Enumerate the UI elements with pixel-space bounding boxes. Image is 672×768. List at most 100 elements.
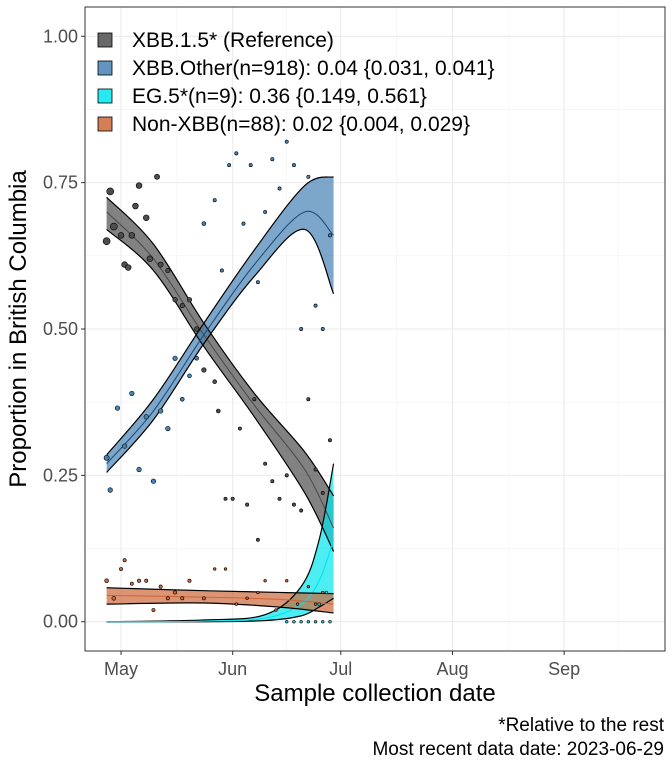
data-point-3 (213, 567, 217, 571)
confidence-band-1 (106, 176, 334, 473)
x-tick-label: Sep (548, 659, 580, 679)
band-upper-edge-1 (106, 176, 334, 456)
x-axis-title: Sample collection date (254, 680, 495, 707)
data-point-3 (129, 581, 134, 586)
data-point-0 (146, 255, 154, 262)
data-point-3 (223, 567, 228, 571)
data-point-1 (291, 163, 296, 168)
data-point-0 (299, 508, 304, 513)
data-point-2 (324, 590, 329, 595)
data-point-0 (328, 438, 332, 443)
legend-label: XBB.1.5* (Reference) (132, 29, 334, 52)
data-points (102, 139, 332, 624)
y-tick-label: 0.00 (43, 612, 78, 632)
data-point-2 (313, 620, 318, 624)
caption-data-date: Most recent data date: 2023-06-29 (372, 739, 664, 760)
data-point-1 (143, 414, 149, 420)
data-point-3 (144, 578, 149, 583)
x-tick-label: Jun (218, 659, 247, 679)
y-tick-label: 1.00 (43, 26, 78, 46)
data-point-0 (157, 261, 164, 268)
data-point-3 (173, 590, 178, 595)
legend-label: Non-XBB(n=88): 0.02 {0.004, 0.029} (132, 113, 470, 136)
data-point-1 (313, 303, 318, 308)
legend-label: XBB.Other(n=918): 0.04 {0.031, 0.041} (132, 57, 495, 80)
data-point-1 (107, 487, 113, 493)
fit-line-3 (106, 594, 334, 605)
data-point-1 (187, 373, 192, 379)
x-axis-ticks: May Jun Jul Aug Sep (104, 651, 580, 679)
data-point-2 (299, 620, 303, 624)
data-point-0 (106, 187, 115, 196)
data-point-1 (201, 221, 207, 226)
data-point-3 (295, 602, 300, 606)
fit-line-2 (106, 539, 335, 623)
data-point-1 (277, 186, 282, 191)
data-point-1 (248, 163, 253, 168)
data-point-3 (122, 558, 127, 563)
data-point-0 (165, 267, 171, 274)
data-point-2 (321, 620, 325, 624)
y-axis-title: Proportion in British Columbia (5, 170, 32, 488)
data-point-3 (274, 608, 278, 612)
band-upper-edge-2 (106, 463, 335, 623)
data-point-0 (154, 173, 160, 180)
data-point-3 (119, 567, 123, 571)
data-point-1 (320, 327, 325, 331)
band-lower-edge-1 (106, 228, 335, 473)
data-point-0 (237, 426, 242, 431)
y-tick-label: 0.25 (43, 465, 78, 485)
data-point-0 (223, 496, 228, 501)
data-point-3 (111, 596, 117, 601)
data-point-0 (270, 479, 275, 484)
data-point-3 (187, 578, 192, 583)
data-point-3 (313, 602, 318, 606)
data-point-0 (252, 397, 257, 402)
x-tick-label: Jul (329, 659, 352, 679)
data-point-0 (132, 202, 139, 210)
data-point-0 (291, 502, 296, 507)
data-point-0 (135, 182, 143, 189)
data-point-0 (230, 496, 235, 501)
data-point-3 (201, 596, 206, 601)
data-point-1 (212, 198, 217, 203)
data-point-3 (137, 578, 141, 583)
data-point-2 (328, 620, 332, 624)
data-point-1 (136, 466, 142, 473)
data-point-1 (270, 157, 275, 162)
data-point-0 (201, 367, 207, 373)
data-point-1 (172, 355, 178, 361)
data-point-3 (321, 590, 325, 595)
data-point-0 (143, 214, 150, 221)
data-point-0 (277, 496, 282, 501)
data-point-3 (104, 578, 109, 584)
data-point-3 (158, 584, 163, 589)
data-point-2 (285, 620, 289, 624)
data-point-0 (313, 467, 318, 472)
y-tick-label: 0.75 (43, 173, 78, 193)
data-point-0 (117, 232, 125, 239)
data-point-0 (194, 326, 200, 332)
data-point-0 (172, 297, 178, 303)
data-point-0 (102, 237, 111, 246)
data-point-0 (255, 537, 260, 542)
data-point-0 (320, 490, 325, 495)
data-point-3 (285, 579, 289, 583)
data-point-1 (122, 443, 128, 449)
legend-swatch (97, 32, 113, 48)
data-point-0 (284, 473, 289, 478)
data-point-3 (165, 596, 170, 601)
legend-swatch (97, 88, 113, 104)
legend-swatch (97, 60, 113, 76)
data-point-1 (150, 478, 157, 484)
data-point-3 (151, 608, 156, 612)
data-point-0 (216, 408, 221, 414)
data-point-0 (245, 502, 250, 507)
band-lower-edge-0 (106, 229, 335, 552)
data-point-1 (306, 174, 311, 179)
data-point-1 (129, 390, 135, 396)
x-tick-label: May (104, 659, 138, 679)
data-point-1 (103, 454, 110, 461)
fit-line-1 (106, 210, 334, 465)
